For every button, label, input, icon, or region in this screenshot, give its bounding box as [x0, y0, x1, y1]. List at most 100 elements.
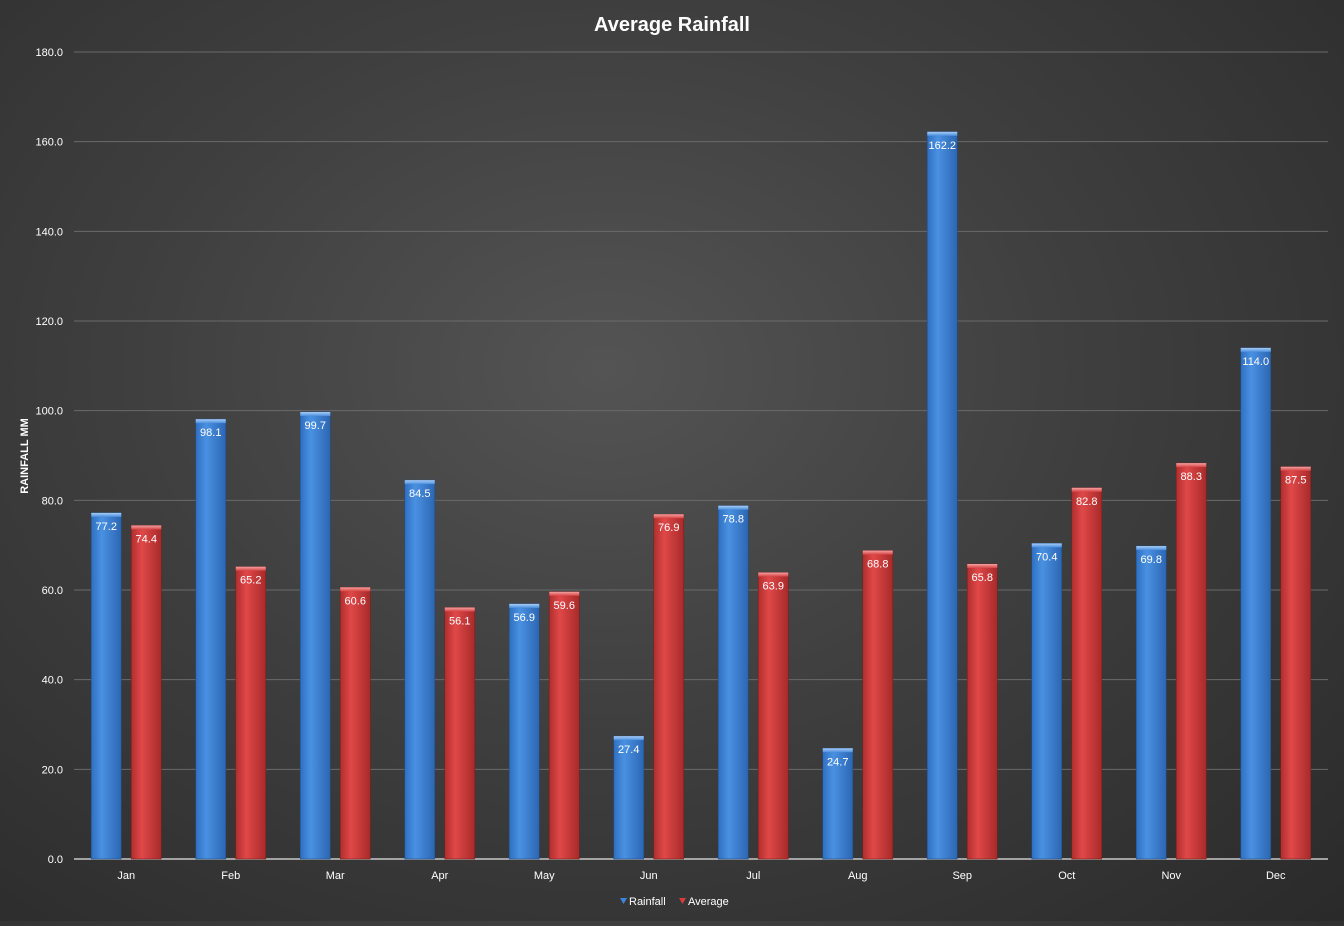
- x-tick-label: Feb: [221, 870, 240, 882]
- bar-cap-average-sep: [967, 563, 998, 568]
- bar-average-mar: [339, 587, 371, 860]
- data-label-rainfall-oct: 70.4: [1036, 551, 1057, 563]
- chart-title: Average Rainfall: [594, 14, 750, 36]
- bar-average-aug: [862, 550, 894, 860]
- bar-cap-rainfall-nov: [1136, 546, 1167, 551]
- y-tick-label: 160.0: [35, 137, 63, 149]
- data-label-rainfall-aug: 24.7: [827, 756, 848, 768]
- bar-average-jun: [653, 513, 685, 860]
- bar-rainfall-jan: [90, 512, 122, 860]
- bar-cap-average-nov: [1176, 463, 1207, 468]
- data-label-average-dec: 87.5: [1285, 475, 1306, 487]
- y-tick-label: 80.0: [42, 495, 63, 507]
- bar-rainfall-may: [508, 603, 540, 860]
- x-tick-label: Jun: [640, 870, 658, 882]
- bar-cap-rainfall-may: [509, 603, 540, 608]
- bar-average-apr: [444, 607, 476, 860]
- bar-average-sep: [966, 563, 998, 860]
- x-tick-label: Aug: [848, 870, 868, 882]
- data-label-average-nov: 88.3: [1181, 471, 1202, 483]
- x-tick-label: Jul: [746, 870, 760, 882]
- data-label-rainfall-may: 56.9: [514, 612, 535, 624]
- bar-cap-average-feb: [235, 566, 266, 571]
- legend-label-rainfall: Rainfall: [629, 896, 666, 908]
- bar-cap-average-oct: [1071, 487, 1102, 492]
- y-tick-label: 180.0: [35, 47, 63, 59]
- bar-average-jan: [130, 525, 162, 860]
- bar-rainfall-oct: [1031, 543, 1063, 860]
- bar-cap-rainfall-dec: [1240, 347, 1271, 352]
- bar-rainfall-mar: [299, 411, 331, 860]
- bar-cap-rainfall-feb: [195, 419, 226, 424]
- data-label-rainfall-jun: 27.4: [618, 744, 639, 756]
- bar-cap-average-mar: [340, 587, 371, 592]
- gridlines: [74, 51, 1328, 860]
- bar-cap-rainfall-apr: [404, 480, 435, 485]
- bar-cap-rainfall-jan: [91, 512, 122, 517]
- legend-swatch-average: [679, 898, 686, 904]
- y-tick-label: 100.0: [35, 406, 63, 418]
- data-label-rainfall-dec: 114.0: [1242, 356, 1269, 368]
- y-axis-title: RAINFALL MM: [19, 418, 31, 494]
- x-tick-label: Mar: [326, 870, 345, 882]
- y-tick-label: 40.0: [42, 675, 63, 687]
- bar-cap-average-dec: [1280, 466, 1311, 471]
- data-label-average-may: 59.6: [554, 600, 575, 612]
- x-tick-label: Apr: [431, 870, 448, 882]
- bar-cap-rainfall-jun: [613, 736, 644, 741]
- data-labels: 77.2 74.4 98.1 65.2 99.7 60.6 84.5 56.1 56.9 59.6…: [96, 140, 1307, 768]
- bar-cap-average-apr: [444, 607, 475, 612]
- legend-item-average: Average: [679, 896, 729, 908]
- data-label-average-oct: 82.8: [1076, 496, 1097, 508]
- bar-rainfall-sep: [926, 131, 958, 860]
- bar-cap-rainfall-sep: [927, 131, 958, 136]
- bar-cap-rainfall-oct: [1031, 543, 1062, 548]
- x-axis-ticks: Jan Feb Mar Apr May Jun Jul Aug Sep Oct Nov Dec: [117, 870, 1286, 882]
- bar-cap-rainfall-jul: [718, 505, 749, 510]
- bar-rainfall-nov: [1135, 545, 1167, 860]
- x-tick-label: Oct: [1058, 870, 1075, 882]
- x-tick-label: Dec: [1266, 870, 1286, 882]
- y-tick-label: 20.0: [42, 764, 63, 776]
- bar-average-nov: [1175, 462, 1207, 860]
- bar-rainfall-apr: [404, 479, 436, 860]
- data-label-average-jul: 63.9: [763, 581, 784, 593]
- bar-average-feb: [235, 566, 267, 860]
- bar-cap-average-jun: [653, 514, 684, 519]
- bar-cap-average-jul: [758, 572, 789, 577]
- legend-label-average: Average: [688, 896, 729, 908]
- data-label-average-jun: 76.9: [658, 522, 679, 534]
- y-axis-ticks: 0.0 20.0 40.0 60.0 80.0 100.0 120.0 140.0 160.0 1…: [35, 47, 63, 866]
- bar-average-oct: [1071, 487, 1103, 860]
- data-label-rainfall-jul: 78.8: [723, 514, 744, 526]
- bar-rainfall-aug: [822, 747, 854, 860]
- bar-average-jul: [757, 572, 789, 860]
- data-label-average-feb: 65.2: [240, 575, 261, 587]
- data-label-average-jan: 74.4: [136, 533, 157, 545]
- y-tick-label: 60.0: [42, 585, 63, 597]
- legend-item-rainfall: Rainfall: [620, 896, 666, 908]
- data-label-rainfall-jan: 77.2: [96, 521, 117, 533]
- y-tick-label: 120.0: [35, 316, 63, 328]
- bar-cap-rainfall-aug: [822, 748, 853, 753]
- bars: [90, 131, 1312, 860]
- bar-cap-average-aug: [862, 550, 893, 555]
- x-tick-label: Sep: [952, 870, 972, 882]
- bar-rainfall-dec: [1240, 347, 1272, 860]
- bar-cap-average-jan: [131, 525, 162, 530]
- data-label-average-aug: 68.8: [867, 559, 888, 571]
- data-label-average-apr: 56.1: [449, 615, 470, 627]
- bar-rainfall-jul: [717, 505, 749, 860]
- y-tick-label: 0.0: [48, 854, 63, 866]
- data-label-rainfall-feb: 98.1: [200, 427, 221, 439]
- legend: Rainfall Average: [620, 896, 729, 908]
- data-label-rainfall-apr: 84.5: [409, 488, 430, 500]
- x-tick-label: May: [534, 870, 555, 882]
- data-label-rainfall-mar: 99.7: [305, 420, 326, 432]
- bar-rainfall-feb: [195, 418, 227, 860]
- data-label-rainfall-nov: 69.8: [1141, 554, 1162, 566]
- legend-swatch-rainfall: [620, 898, 627, 904]
- x-tick-label: Jan: [117, 870, 135, 882]
